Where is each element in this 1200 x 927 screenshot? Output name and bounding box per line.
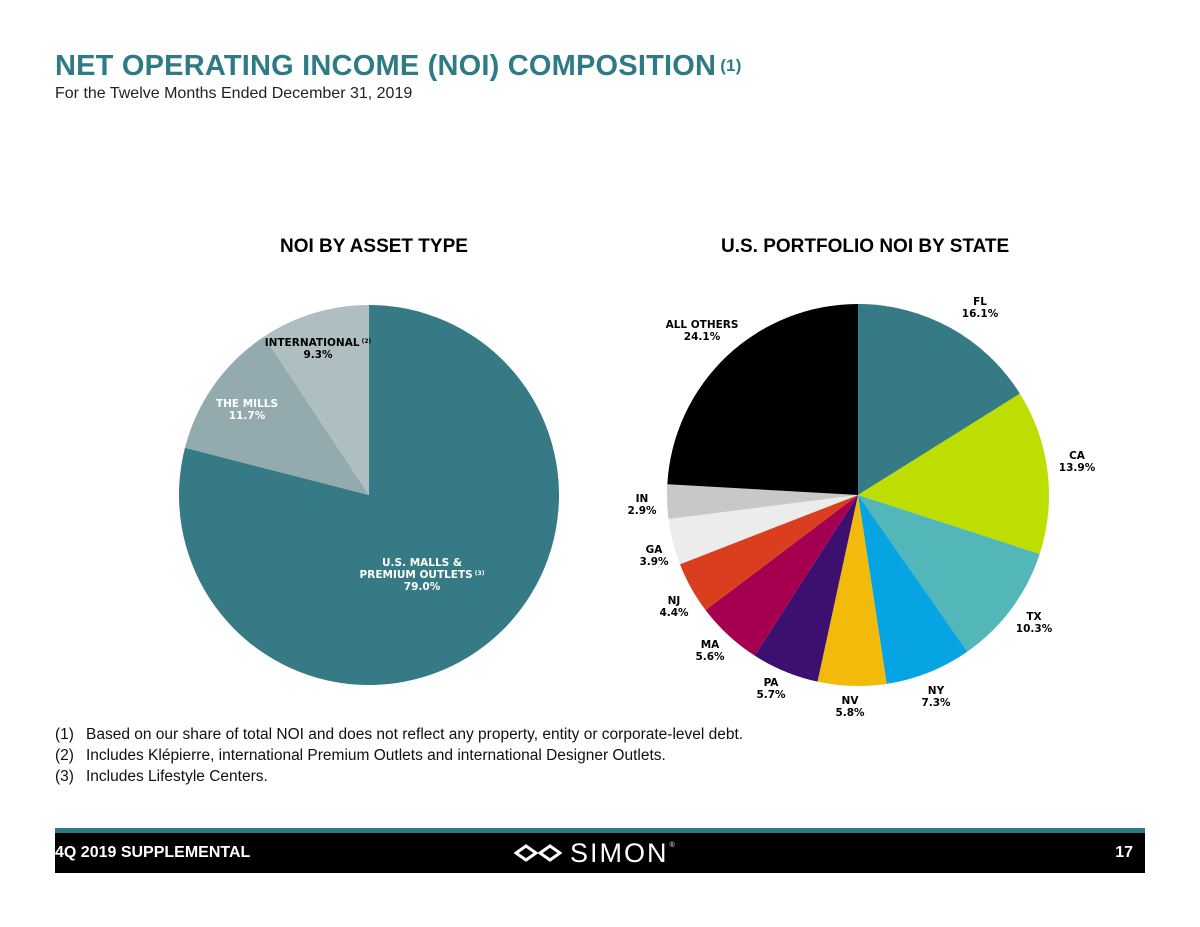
footnote-2: (2) Includes Klépierre, international Pre… <box>55 747 666 764</box>
slice-label-tx: TX 10.3% <box>1016 611 1053 635</box>
pie-slice-pa <box>754 495 858 682</box>
pie-slice-nj <box>679 495 858 611</box>
footnote-1: (1) Based on our share of total NOI and d… <box>55 726 744 743</box>
pie-slice-the-mills <box>184 336 369 495</box>
pie-slice-in <box>667 484 858 519</box>
page-number: 17 <box>1115 844 1133 861</box>
footer-bar: 4Q 2019 SUPPLEMENTAL SIMON ® 17 <box>55 833 1145 873</box>
pie-slice-ca <box>858 393 1050 555</box>
footer-label: 4Q 2019 SUPPLEMENTAL <box>55 844 251 861</box>
logo-wordmark: SIMON <box>570 837 669 868</box>
slice-label-ny: NY 7.3% <box>921 685 951 709</box>
footnotes: (1) Based on our share of total NOI and d… <box>55 724 743 787</box>
page-title: NET OPERATING INCOME (NOI) COMPOSITION (1… <box>55 50 742 82</box>
pie-slice-ma <box>705 495 858 656</box>
page-subtitle: For the Twelve Months Ended December 31,… <box>55 85 413 102</box>
slice-label-pa: PA 5.7% <box>756 677 786 701</box>
pie-slice-ny <box>858 495 968 684</box>
pie-slice-international <box>264 305 369 495</box>
slice-label-international: INTERNATIONAL (2) 9.3% <box>265 337 372 361</box>
title-footnote-ref: (1) <box>720 56 742 75</box>
slice-label-in: IN 2.9% <box>627 493 657 517</box>
slice-label-nj: NJ 4.4% <box>659 595 689 619</box>
simon-logo: SIMON ® <box>514 838 675 868</box>
slice-label-nv: NV 5.8% <box>835 695 865 719</box>
pie-slice-tx <box>858 495 1040 652</box>
slice-label-all-others: ALL OTHERS 24.1% <box>666 319 739 343</box>
slice-label-ma: MA 5.6% <box>695 639 725 663</box>
slice-label-u-s-malls-premium-outlets: U.S. MALLS & PREMIUM OUTLETS (3) 79.0% <box>360 557 485 593</box>
slice-label-fl: FL 16.1% <box>962 296 999 320</box>
footer-accent-stripe <box>55 828 1145 833</box>
chart-title-state: U.S. PORTFOLIO NOI BY STATE <box>721 236 1010 257</box>
registered-mark: ® <box>669 842 675 849</box>
slice-label-ga: GA 3.9% <box>639 544 669 568</box>
pie-slice-nv <box>817 495 887 686</box>
pie-slice-u-s-malls-premium-outlets <box>179 305 560 685</box>
chart-title-asset-type: NOI BY ASSET TYPE <box>280 236 468 257</box>
footnote-3: (3) Includes Lifestyle Centers. <box>55 768 268 785</box>
pie-slice-fl <box>858 304 1020 495</box>
pie-chart-state: FL 16.1% CA 13.9% TX 10.3% NY 7.3% NV 5.8% PA 5.7% M… <box>627 296 1095 719</box>
slice-label-ca: CA 13.9% <box>1059 450 1096 474</box>
simon-diamond-icon <box>514 844 562 862</box>
pie-chart-asset-type: U.S. MALLS & PREMIUM OUTLETS (3) 79.0% THE … <box>179 305 560 685</box>
pie-slice-ga <box>668 495 858 565</box>
pie-slice-all-others <box>667 304 858 495</box>
slice-label-the-mills: THE MILLS 11.7% <box>216 398 278 422</box>
